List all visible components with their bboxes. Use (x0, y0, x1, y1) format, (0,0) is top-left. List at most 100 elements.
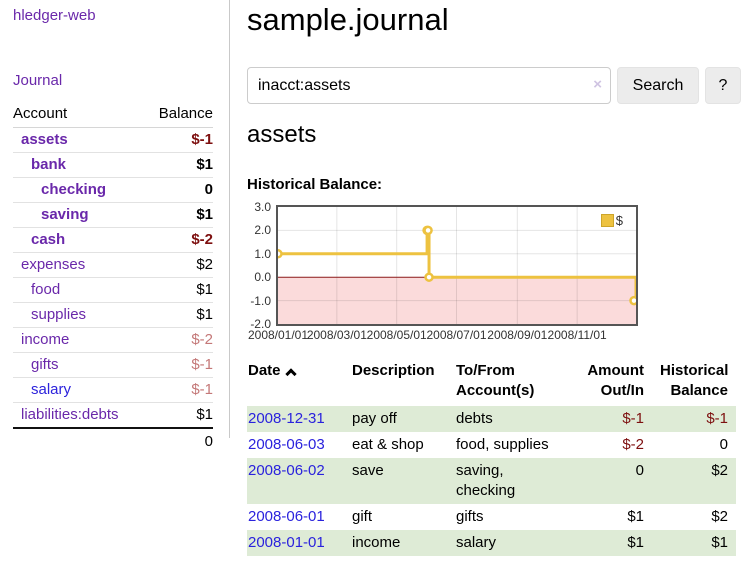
transaction-accounts: saving, checking (448, 458, 570, 504)
account-balance: $-1 (145, 378, 213, 403)
y-tick-label: 1.0 (245, 247, 271, 261)
table-row: 2008-06-02 save saving, checking 0 $2 (247, 458, 736, 504)
accounts-total-value: 0 (13, 428, 213, 455)
legend-label: $ (616, 213, 623, 228)
search-button[interactable]: Search (617, 67, 699, 104)
register-table: Date Description To/From Account(s) Amou… (247, 358, 736, 556)
account-heading: assets (247, 121, 316, 149)
transaction-accounts: debts (448, 406, 570, 432)
description-column-header: Description (344, 358, 448, 406)
y-tick-label: -1.0 (245, 294, 271, 308)
table-row: 2008-12-31 pay off debts $-1 $-1 (247, 406, 736, 432)
account-link-food[interactable]: food (31, 281, 60, 299)
y-tick-label: 0.0 (245, 270, 271, 284)
main-content: sample.journal × Search ? assets Histori… (247, 0, 742, 582)
help-button[interactable]: ? (705, 67, 741, 104)
x-tick-label: 2008/05/01 (366, 328, 428, 342)
account-link-checking[interactable]: checking (41, 181, 106, 199)
sort-ascending-icon (285, 368, 296, 379)
y-tick-label: 2.0 (245, 223, 271, 237)
account-row: liabilities:debts $1 (13, 403, 213, 429)
transaction-amount: 0 (570, 458, 652, 504)
page-title: sample.journal (247, 2, 449, 38)
account-balance: $-2 (145, 328, 213, 353)
x-tick-label: 2008/01/01 (247, 328, 309, 342)
amount-column-header: Amount Out/In (570, 358, 652, 406)
transaction-balance: 0 (652, 432, 736, 458)
transaction-balance: $2 (652, 458, 736, 504)
transaction-date-link[interactable]: 2008-06-01 (248, 508, 325, 525)
date-column-header[interactable]: Date (247, 358, 344, 406)
account-row: gifts $-1 (13, 353, 213, 378)
sidebar-item-journal[interactable]: Journal (13, 72, 62, 89)
account-link-income[interactable]: income (21, 331, 69, 349)
sidebar: hledger-web Journal Account Balance asse… (0, 0, 230, 438)
legend-swatch-icon (601, 214, 614, 227)
balance-column-header: Historical Balance (652, 358, 736, 406)
account-row: cash $-2 (13, 228, 213, 253)
account-balance: $1 (145, 278, 213, 303)
account-link-expenses[interactable]: expenses (21, 256, 85, 274)
transaction-amount: $1 (570, 530, 652, 556)
account-row: expenses $2 (13, 253, 213, 278)
accounts-column-header: To/From Account(s) (448, 358, 570, 406)
account-link-liabilities-debts[interactable]: liabilities:debts (21, 406, 119, 424)
search-input[interactable] (247, 67, 611, 104)
search-form: × Search ? (247, 67, 741, 104)
account-link-salary[interactable]: salary (31, 381, 71, 399)
transaction-accounts: food, supplies (448, 432, 570, 458)
account-row: food $1 (13, 278, 213, 303)
x-tick-label: 2008/11/01 (546, 328, 608, 342)
x-tick-label: 2008/03/01 (306, 328, 368, 342)
account-balance: $-1 (145, 353, 213, 378)
account-balance: $1 (145, 203, 213, 228)
account-balance: $1 (145, 303, 213, 328)
account-balance: $-2 (145, 228, 213, 253)
account-row: checking 0 (13, 178, 213, 203)
account-link-assets[interactable]: assets (21, 131, 68, 149)
transaction-date-link[interactable]: 2008-06-03 (248, 436, 325, 453)
clear-search-icon[interactable]: × (593, 76, 602, 93)
accounts-balance-table: Account Balance assets $-1 bank $1 check… (13, 103, 213, 455)
y-tick-label: 3.0 (245, 200, 271, 214)
account-balance: 0 (145, 178, 213, 203)
chart-plot-svg (278, 207, 636, 324)
transaction-balance: $2 (652, 504, 736, 530)
transaction-description: gift (344, 504, 448, 530)
transaction-balance: $1 (652, 530, 736, 556)
transaction-amount: $1 (570, 504, 652, 530)
account-link-saving[interactable]: saving (41, 206, 89, 224)
chart-legend: $ (601, 213, 623, 228)
transaction-date-link[interactable]: 2008-06-02 (248, 462, 325, 479)
transaction-description: save (344, 458, 448, 504)
account-row: bank $1 (13, 153, 213, 178)
transaction-amount: $-1 (570, 406, 652, 432)
chart-plot-area: $ (276, 205, 638, 326)
account-link-bank[interactable]: bank (31, 156, 66, 174)
transaction-description: pay off (344, 406, 448, 432)
transaction-description: eat & shop (344, 432, 448, 458)
accounts-total-row: 0 (13, 428, 213, 455)
table-row: 2008-06-03 eat & shop food, supplies $-2… (247, 432, 736, 458)
account-link-supplies[interactable]: supplies (31, 306, 86, 324)
transaction-accounts: salary (448, 530, 570, 556)
chart-y-axis: 3.02.01.00.0-1.0-2.0 (247, 205, 273, 326)
transaction-accounts: gifts (448, 504, 570, 530)
balance-column-header: Balance (145, 103, 213, 128)
account-link-gifts[interactable]: gifts (31, 356, 59, 374)
transaction-amount: $-2 (570, 432, 652, 458)
chart-x-axis: 2008/01/012008/03/012008/05/012008/07/01… (247, 328, 736, 344)
table-row: 2008-06-01 gift gifts $1 $2 (247, 504, 736, 530)
balance-chart: 3.02.01.00.0-1.0-2.0 $ 2008/01/012008/03… (247, 200, 736, 348)
account-balance: $-1 (145, 128, 213, 153)
x-tick-label: 2008/09/01 (486, 328, 548, 342)
account-link-cash[interactable]: cash (31, 231, 65, 249)
transaction-date-link[interactable]: 2008-01-01 (248, 534, 325, 551)
accounts-column-header: Account (13, 103, 145, 128)
transaction-balance: $-1 (652, 406, 736, 432)
account-row: assets $-1 (13, 128, 213, 153)
chart-title: Historical Balance: (247, 176, 382, 193)
account-row: saving $1 (13, 203, 213, 228)
brand-link[interactable]: hledger-web (13, 7, 96, 24)
transaction-date-link[interactable]: 2008-12-31 (248, 410, 325, 427)
